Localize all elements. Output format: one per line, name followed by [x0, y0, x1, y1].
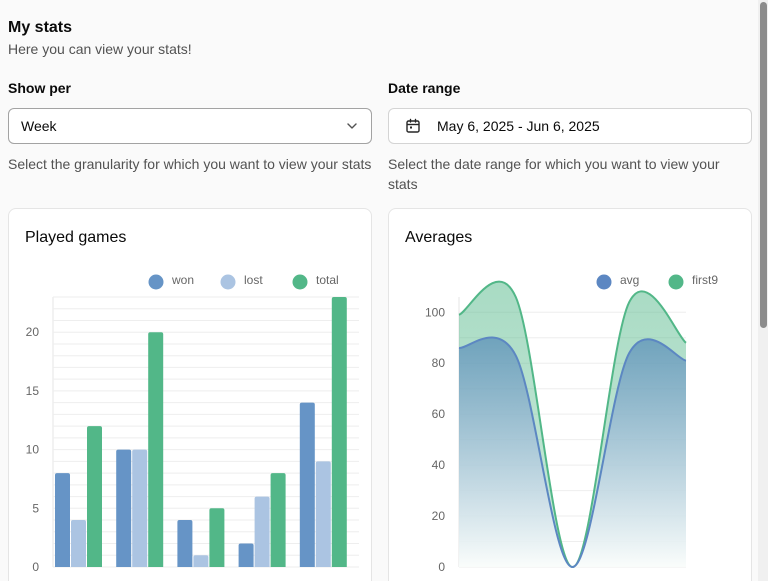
bar-won: [177, 520, 193, 567]
y-tick-label: 0: [438, 560, 445, 574]
bar-lost: [71, 520, 86, 567]
y-tick-label: 100: [425, 305, 445, 319]
area-fill-avg: [459, 337, 686, 568]
show-per-value: Week: [21, 118, 57, 134]
show-per-help: Select the granularity for which you wan…: [8, 156, 372, 172]
bar-lost: [193, 555, 209, 567]
bar-total: [148, 332, 164, 567]
chevron-down-icon: [347, 123, 357, 129]
played-games-title: Played games: [25, 229, 127, 246]
averages-title: Averages: [405, 229, 473, 246]
date-range-help: Select the date range for which you want…: [388, 156, 720, 192]
bar-won: [299, 402, 315, 567]
y-tick-label: 80: [432, 356, 446, 370]
bar-total: [209, 508, 225, 567]
y-tick-label: 20: [432, 509, 446, 523]
y-tick-label: 40: [432, 458, 446, 472]
scrollbar[interactable]: [758, 0, 768, 581]
played-games-card: Played games won lost total 0 5 10 15 20: [8, 208, 372, 581]
legend-marker-won: [148, 274, 164, 290]
date-range-label: Date range: [388, 80, 461, 96]
scrollbar-thumb[interactable]: [760, 2, 767, 328]
y-tick-label: 5: [32, 501, 39, 515]
legend-marker-first9: [668, 274, 684, 290]
bar-lost: [254, 496, 270, 567]
page-title: My stats: [8, 19, 73, 36]
show-per-label: Show per: [8, 80, 72, 96]
area-line-avg: [458, 336, 687, 569]
legend-label-first9: first9: [692, 273, 718, 287]
legend-label-lost: lost: [244, 273, 263, 287]
date-range-picker[interactable]: May 6, 2025 - Jun 6, 2025: [388, 108, 752, 144]
y-tick-label: 0: [32, 560, 39, 574]
legend-marker-lost: [220, 274, 236, 290]
bar-won: [55, 473, 70, 567]
bar-lost: [315, 461, 331, 567]
legend-marker-total: [292, 274, 308, 290]
page-subtitle: Here you can view your stats!: [8, 41, 192, 57]
y-tick-label: 10: [26, 443, 40, 457]
y-tick-label: 20: [26, 325, 40, 339]
date-range-value: May 6, 2025 - Jun 6, 2025: [437, 118, 600, 134]
bar-won: [238, 543, 254, 567]
y-tick-label: 15: [26, 384, 40, 398]
played-games-chart: won lost total 0 5 10 15 20: [26, 273, 359, 574]
averages-chart: avg first9 0 20 40 60 80 100: [425, 273, 718, 574]
y-tick-label: 60: [432, 407, 446, 421]
calendar-icon: [406, 118, 420, 133]
show-per-field: Show per Week Select the granularity for…: [8, 80, 372, 174]
bar-lost: [132, 449, 148, 567]
bar-total: [270, 473, 286, 567]
show-per-select[interactable]: Week: [8, 108, 372, 144]
date-range-field: Date range May 6, 2025 - Jun 6, 2025 Sel…: [388, 80, 752, 194]
bar-total: [331, 297, 347, 567]
bar-won: [116, 449, 132, 567]
legend-marker-avg: [596, 274, 612, 290]
bar-total: [87, 426, 102, 567]
legend-label-total: total: [316, 273, 339, 287]
averages-card: Averages avg first9 0 20 40 60 80 100: [388, 208, 752, 581]
legend-label-won: won: [171, 273, 194, 287]
legend-label-avg: avg: [620, 273, 639, 287]
